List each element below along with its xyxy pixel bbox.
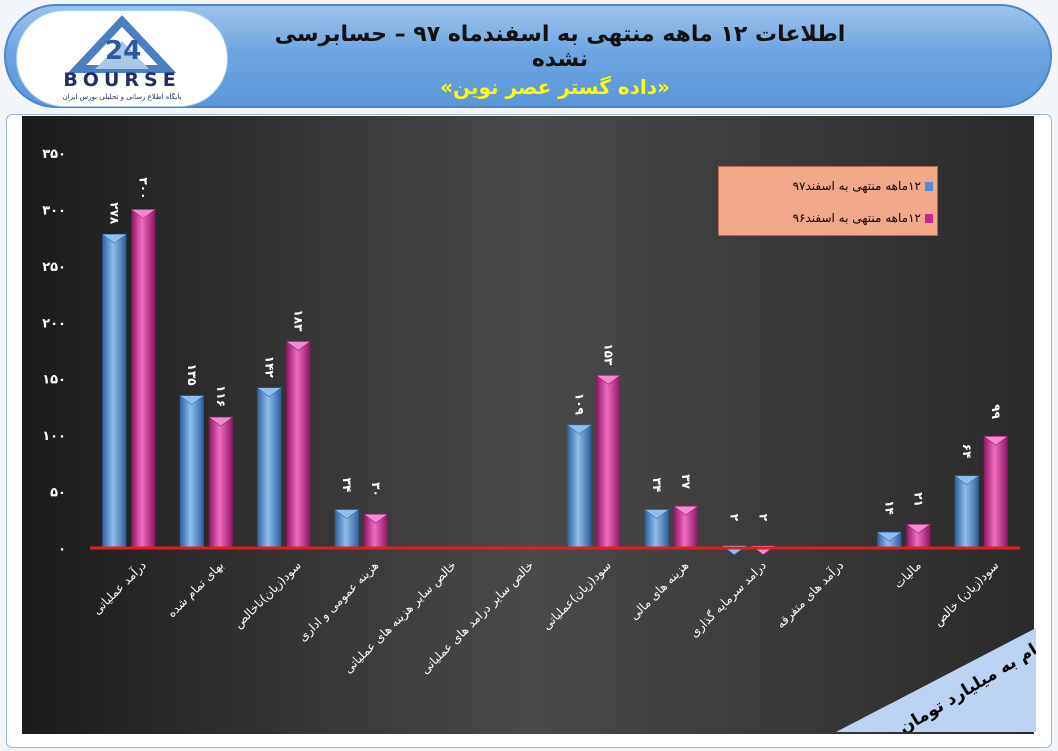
data-label: ۳۰۰ [136,177,150,199]
y-axis: ۰ ۵۰ ۱۰۰ ۱۵۰ ۲۰۰ ۲۵۰ ۳۰۰ ۳۵۰ [42,147,66,557]
bar-s2-2 [208,417,233,548]
logo-subtitle: پایگاه اطلاع رسانی و تحلیلی بورس ایران [62,93,182,101]
data-label: ۲ [727,514,741,522]
bar-top-facet [905,523,932,534]
company-subtitle: «داده گستر عصر نوین» [440,75,670,99]
data-label: ۲۷۸ [107,202,121,225]
bar-s2-7 [596,375,621,548]
bar-top-facet [130,209,157,219]
bar-s2-3 [286,341,311,548]
y-tick-label: ۰ [58,542,66,557]
logo-brand-text: BOURSE [63,69,181,91]
bar-s2-12 [983,436,1008,548]
legend: ۱۲ماهه منتهی به اسفند۹۷ ۱۲ماهه منتهی به … [718,166,938,236]
x-tick-label: درآمد عملیاتی [89,558,150,619]
bar-top-facet [953,475,980,486]
data-label: ۹۹ [989,404,1003,419]
x-tick-label: مالیات [891,558,924,591]
bar-s2-11 [906,524,931,548]
bar-top-facet [362,513,389,524]
data-label: ۱۴۲ [262,356,276,379]
data-label: ۳۰ [369,482,383,497]
data-label: ۳۷ [679,474,693,489]
y-tick-label: ۳۵۰ [42,147,66,162]
data-label: ۳۴ [340,478,354,493]
bar-top-facet [566,424,593,435]
x-tick-label: سود(زیان) خالص [931,558,1002,629]
bar-s1-3 [257,387,282,548]
x-tick-label: هزینه عمومی و اداری [295,558,382,645]
data-label: ۲ [756,514,770,522]
bar-top-facet [876,531,903,542]
x-tick-label: درامد سرمایه گذاری [687,558,770,641]
data-label: ۶۴ [960,444,974,459]
x-tick-label: سود(زیان)ناخالص [231,558,305,632]
x-tick-label: بهای تمام شده [164,558,226,620]
data-label: ۱۳۵ [185,364,199,386]
legend-swatch-97 [925,182,933,191]
bar-top-facet [285,341,312,351]
data-label: ۳۴ [650,478,664,493]
bourse24-logo: 24 BOURSE پایگاه اطلاع رسانی و تحلیلی بو… [16,10,228,107]
x-tick-label: درآمد های متفرقه [773,558,847,632]
bar-top-facet [595,375,622,385]
data-label: ۱۸۳ [291,309,305,332]
y-tick-label: ۱۰۰ [42,429,66,444]
y-tick-label: ۲۰۰ [42,316,66,331]
bar-s1-12 [954,475,979,548]
bar-s1-2 [179,395,204,548]
x-tick-label: هزینه های مالی [627,558,692,623]
bar-s1-1 [102,234,127,548]
data-label: ۲۱ [911,492,925,507]
y-tick-label: ۱۵۰ [42,373,66,388]
data-label: ۱۰۹ [572,393,586,416]
bar-top-facet [643,509,670,520]
legend-swatch-96 [925,214,933,223]
bar-top-facet [672,505,699,516]
bar-top-facet [333,509,360,520]
x-tick-label: سود(زیان)عملیاتی [539,558,614,633]
legend-label-96: ۱۲ماهه منتهی به اسفند۹۶ [792,211,921,225]
unit-note-corner: ارقام به میلیارد تومان [836,628,1036,732]
bar-top-facet [101,233,128,244]
legend-item-96: ۱۲ماهه منتهی به اسفند۹۶ [733,211,933,225]
y-tick-label: ۵۰ [50,486,66,501]
bar-s1-7 [567,424,592,548]
page-title: اطلاعات ۱۲ ماهه منتهی به اسفندماه ۹۷ – ح… [274,22,846,72]
bars-group: ۲۷۸ ۳۰۰ ۱۳۵ ۱۱۶ ۱۴۲ ۱۸۳ ۳۴ ۳۰ ۱۰۹ ۱۵۳ ۳۴ ۳۷ ۲ ۲ ۱۴ ۲۱ ۶۴… [90,177,1020,556]
legend-item-97: ۱۲ماهه منتهی به اسفند۹۷ [733,179,933,193]
y-tick-label: ۳۰۰ [42,203,66,218]
logo-mark-icon: 24 [67,15,177,73]
data-label: ۱۴ [882,500,896,515]
bar-top-facet [256,387,283,398]
bar-s2-1 [131,209,156,548]
bar-top-facet [982,435,1009,446]
y-tick-label: ۲۵۰ [42,260,66,275]
legend-label-97: ۱۲ماهه منتهی به اسفند۹۷ [792,179,921,193]
data-label: ۱۱۶ [214,385,228,407]
logo-mark-text: 24 [105,36,141,66]
bar-top-facet [207,416,234,427]
data-label: ۱۵۳ [601,343,615,366]
bar-top-facet [178,395,205,406]
